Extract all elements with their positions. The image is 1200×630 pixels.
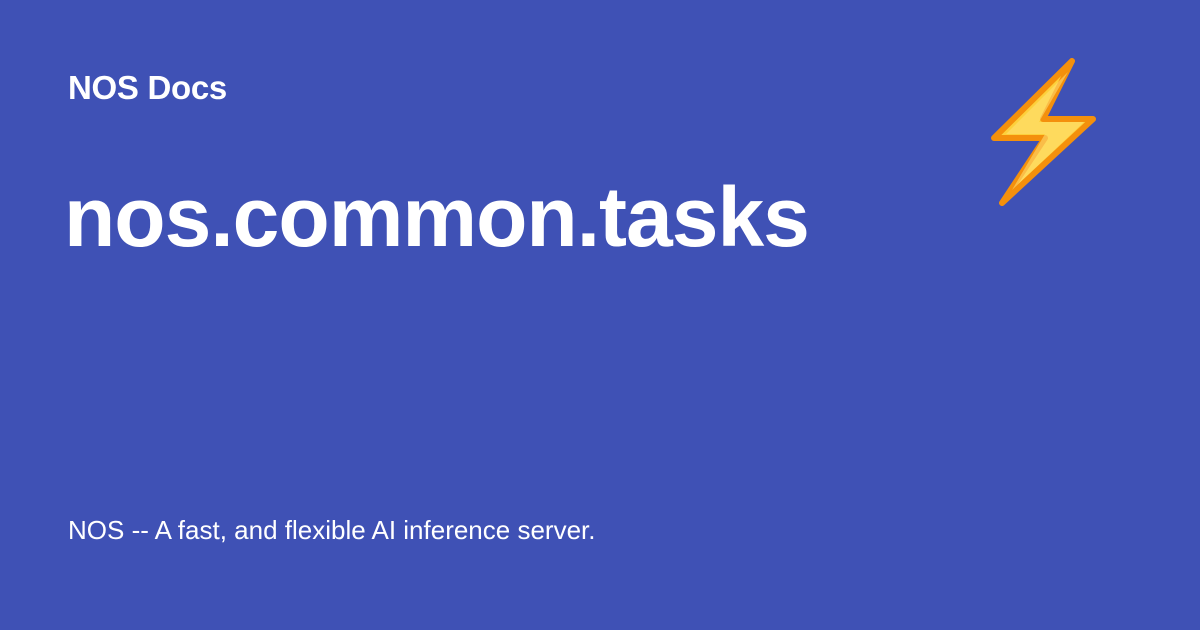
lightning-bolt-icon bbox=[990, 58, 1096, 206]
page-title: nos.common.tasks bbox=[64, 170, 810, 264]
page-description: NOS -- A fast, and flexible AI inference… bbox=[68, 515, 596, 545]
site-name: NOS Docs bbox=[68, 69, 227, 106]
